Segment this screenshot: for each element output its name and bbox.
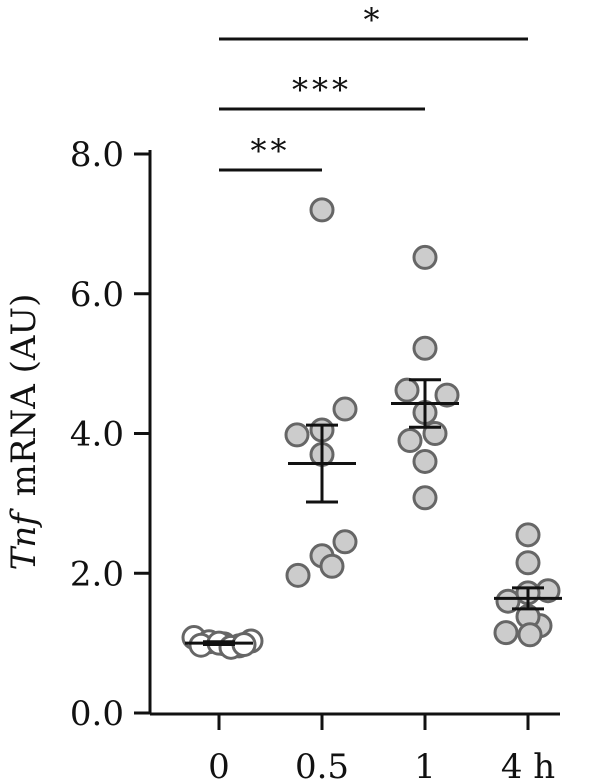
- significance-layer: ******: [219, 1, 528, 172]
- x-tick-label: 1: [414, 747, 436, 781]
- data-point: [285, 562, 311, 588]
- data-points: [181, 197, 561, 660]
- y-tick-label: 4.0: [70, 415, 124, 455]
- y-ticks: 0.0 2.0 4.0 6.0 8.0: [70, 135, 150, 734]
- data-point: [515, 550, 541, 576]
- y-tick-label: 6.0: [70, 275, 124, 315]
- y-axis-label-gene: Tnf: [4, 508, 44, 571]
- data-point: [493, 620, 519, 646]
- y-tick-label: 0.0: [70, 694, 124, 734]
- data-point: [332, 529, 358, 555]
- data-point: [434, 382, 460, 408]
- x-tick-label: 0.5: [295, 747, 349, 781]
- significance-label: *: [364, 1, 384, 39]
- data-point: [394, 377, 420, 403]
- data-point: [517, 622, 543, 648]
- x-ticks: 0 0.5 1 4 h: [208, 714, 555, 781]
- data-point: [412, 244, 438, 270]
- x-tick-label: 4 h: [501, 747, 555, 781]
- y-tick-label: 2.0: [70, 554, 124, 594]
- y-tick-label: 8.0: [70, 135, 124, 175]
- mean-sem-bars: [185, 378, 562, 647]
- significance-label: **: [251, 132, 291, 170]
- data-point: [309, 197, 335, 223]
- data-point: [319, 553, 345, 579]
- data-point: [332, 396, 358, 422]
- data-point: [412, 448, 438, 474]
- data-point: [397, 427, 423, 453]
- significance-label: ***: [292, 71, 352, 109]
- y-axis-label-unit: mRNA (AU): [4, 294, 44, 497]
- x-tick-label: 0: [208, 747, 230, 781]
- data-point: [284, 422, 310, 448]
- data-point: [412, 335, 438, 361]
- y-axis-label: Tnf mRNA (AU): [4, 294, 44, 571]
- data-point: [412, 485, 438, 511]
- data-point: [515, 522, 541, 548]
